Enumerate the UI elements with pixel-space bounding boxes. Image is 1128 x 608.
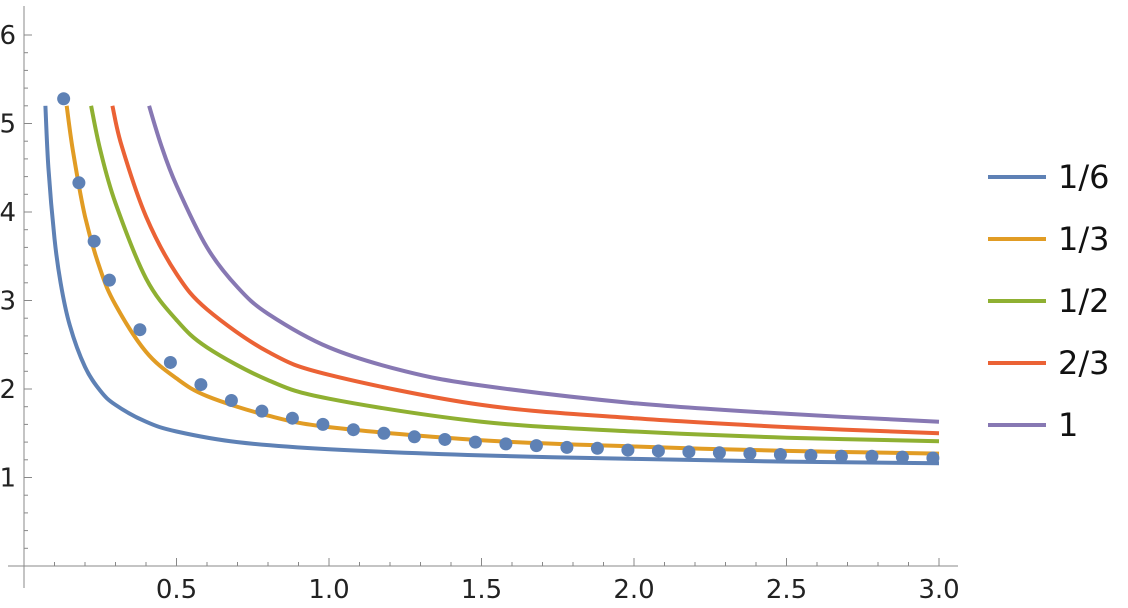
scatter-point — [346, 423, 360, 437]
legend-label: 1/2 — [1058, 282, 1110, 320]
legend-label: 2/3 — [1058, 344, 1110, 382]
x-ticks: 0.5 1.0 1.5 2.0 2.5 3.0 — [156, 558, 960, 605]
scatter-point — [57, 92, 71, 106]
scatter-point — [804, 448, 818, 462]
scatter-point — [87, 234, 101, 248]
scatter-point — [682, 445, 696, 459]
scatter-point — [743, 447, 757, 461]
series-line-1-6 — [43, 105, 940, 466]
y-tick-label: 1 — [0, 464, 16, 494]
x-tick-label: 3.0 — [918, 575, 959, 605]
y-tick-label: 4 — [0, 198, 16, 228]
x-tick-label: 2.0 — [613, 575, 654, 605]
scatter-point — [377, 426, 391, 440]
series-line-1-3 — [64, 105, 940, 456]
plot-area: 1 2 3 4 5 6 0.5 1.0 1.5 2.0 2.5 3.0 — [0, 6, 960, 605]
scatter-point — [285, 411, 299, 425]
x-tick-label: 2.5 — [766, 575, 807, 605]
y-ticks: 1 2 3 4 5 6 — [0, 21, 32, 494]
scatter-point — [712, 446, 726, 460]
series-lines — [43, 105, 940, 466]
scatter-point — [926, 451, 940, 465]
x-minor-ticks — [54, 562, 909, 566]
series-line-2-3 — [110, 105, 940, 436]
scatter-point — [133, 323, 147, 337]
y-tick-label: 6 — [0, 21, 16, 51]
scatter-point — [316, 417, 330, 431]
y-tick-label: 2 — [0, 375, 16, 405]
scatter-point — [895, 450, 909, 464]
scatter-point — [468, 435, 482, 449]
scatter-point — [438, 432, 452, 446]
scatter-point — [499, 437, 513, 451]
scatter-point — [621, 443, 635, 457]
legend: 1/6 1/3 1/2 2/3 1 — [988, 158, 1110, 444]
scatter-point — [651, 444, 665, 458]
x-tick-label: 1.0 — [308, 575, 349, 605]
series-line-1 — [147, 105, 940, 424]
y-minor-ticks — [24, 52, 28, 549]
scatter-point — [194, 378, 208, 392]
scatter-point — [163, 355, 177, 369]
scatter-point — [224, 394, 238, 408]
scatter-point — [773, 447, 787, 461]
legend-label: 1/6 — [1058, 158, 1110, 196]
scatter-points — [57, 92, 940, 465]
legend-label: 1 — [1058, 406, 1078, 444]
y-tick-label: 3 — [0, 287, 16, 317]
scatter-point — [590, 441, 604, 455]
scatter-point — [255, 404, 269, 418]
scatter-point — [865, 449, 879, 463]
y-tick-label: 5 — [0, 110, 16, 140]
series-line-1-2 — [89, 105, 940, 444]
scatter-point — [407, 430, 421, 444]
scatter-point — [834, 449, 848, 463]
legend-label: 1/3 — [1058, 220, 1110, 258]
scatter-point — [560, 440, 574, 454]
scatter-point — [529, 439, 543, 453]
x-tick-label: 1.5 — [461, 575, 502, 605]
x-tick-label: 0.5 — [156, 575, 197, 605]
scatter-point — [102, 273, 116, 287]
scatter-point — [72, 176, 86, 190]
